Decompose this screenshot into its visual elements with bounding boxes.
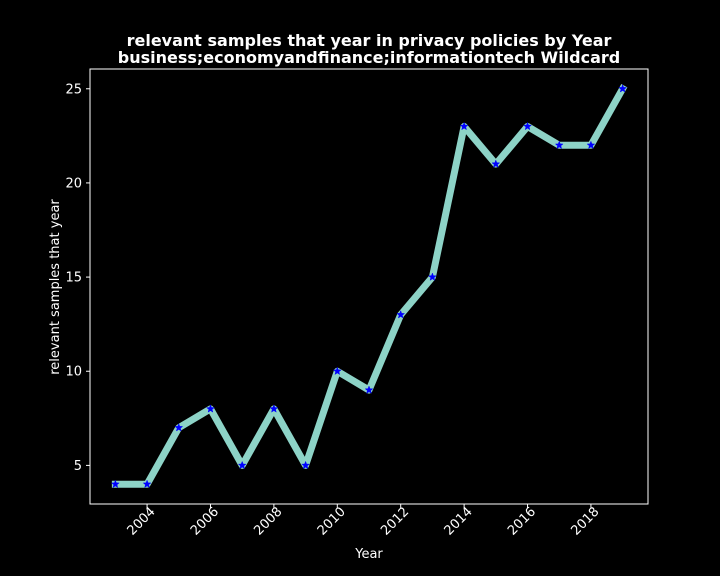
x-axis-label: Year xyxy=(354,547,383,562)
data-point-marker xyxy=(459,121,469,131)
data-point-marker xyxy=(142,479,152,489)
y-tick-label: 20 xyxy=(65,176,82,191)
data-point-marker xyxy=(237,460,247,470)
data-point-marker xyxy=(618,84,628,93)
data-point-marker xyxy=(364,385,374,394)
data-point-marker xyxy=(301,460,311,470)
data-point-marker xyxy=(554,140,564,150)
data-point-marker xyxy=(206,404,215,413)
data-point-marker xyxy=(332,366,342,376)
y-tick-label: 15 xyxy=(65,271,82,286)
y-axis-label: relevant samples that year xyxy=(48,199,63,375)
plot-area xyxy=(110,84,628,489)
data-point-marker xyxy=(396,310,406,319)
y-tick-label: 10 xyxy=(65,365,82,380)
data-point-marker xyxy=(523,121,532,131)
plot-frame xyxy=(89,68,649,505)
data-point-marker xyxy=(174,423,184,432)
y-tick-label: 5 xyxy=(74,459,82,474)
data-point-marker xyxy=(110,479,120,489)
chart-title-line2: business;economyandfinance;informationte… xyxy=(118,48,621,67)
data-point-marker xyxy=(586,140,596,150)
data-point-marker xyxy=(269,404,279,413)
chart-title-line1: relevant samples that year in privacy po… xyxy=(127,31,612,50)
y-tick-label: 25 xyxy=(65,82,82,97)
data-point-marker xyxy=(427,272,437,281)
y-axis: 5 10 15 20 25 xyxy=(65,82,90,474)
data-point-marker xyxy=(491,159,501,168)
